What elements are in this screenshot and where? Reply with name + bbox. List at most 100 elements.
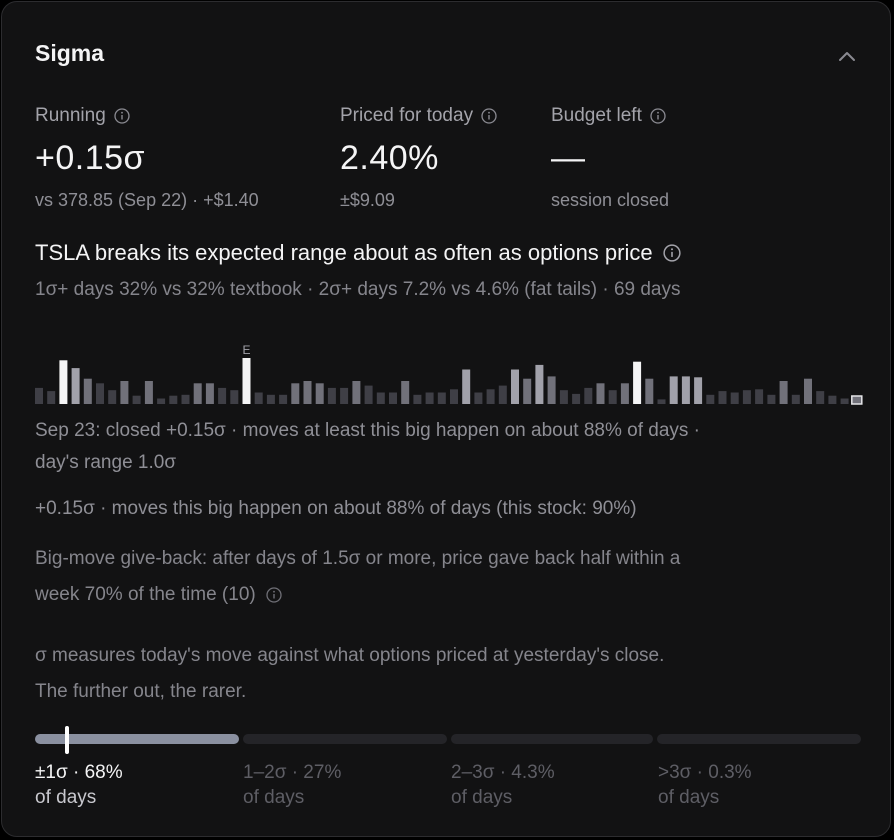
day-bar[interactable] — [645, 378, 654, 404]
day-bar[interactable] — [620, 383, 629, 404]
band-track-1sigma — [35, 734, 239, 744]
day-bar[interactable] — [327, 387, 336, 404]
day-bar[interactable] — [401, 381, 410, 404]
day-bar[interactable] — [633, 361, 642, 404]
stat-priced-sub: ±$9.09 — [340, 190, 395, 210]
day-bar[interactable] — [462, 369, 471, 405]
day-bar[interactable] — [96, 383, 104, 404]
day-bar[interactable] — [205, 383, 214, 404]
day-bar[interactable] — [535, 364, 544, 404]
stat-priced: Priced for today 2.40% ±$9.09 — [340, 104, 497, 211]
day-bar[interactable] — [83, 378, 92, 404]
current-sigma-marker — [65, 726, 69, 754]
explainer: σ measures today's move against what opt… — [35, 638, 855, 710]
day-bar[interactable] — [596, 383, 605, 404]
day-bar[interactable] — [730, 392, 739, 405]
day-bar[interactable] — [144, 381, 153, 404]
day-bar[interactable] — [779, 381, 788, 404]
day-bar[interactable] — [352, 381, 361, 404]
day-bar[interactable] — [254, 392, 263, 405]
band-unit: of days — [451, 787, 513, 808]
info-icon[interactable] — [114, 108, 130, 124]
headline-text: TSLA breaks its expected range about as … — [35, 240, 653, 265]
day-bar[interactable] — [498, 385, 507, 404]
day-bar[interactable] — [59, 360, 68, 404]
day-bar[interactable] — [608, 390, 617, 404]
day-bar[interactable] — [816, 391, 825, 404]
day-bar[interactable] — [71, 368, 80, 404]
day-bar[interactable] — [242, 358, 251, 404]
day-bar[interactable] — [511, 369, 519, 405]
day-bar[interactable] — [681, 376, 690, 404]
day-bar[interactable] — [523, 378, 532, 404]
stat-priced-value: 2.40% — [340, 139, 439, 177]
info-icon[interactable] — [650, 108, 666, 124]
day-bar[interactable] — [486, 389, 495, 404]
day-bar[interactable] — [132, 395, 141, 404]
day-bar[interactable] — [547, 376, 556, 404]
explainer-line2: The further out, the rarer. — [35, 681, 247, 702]
day-bar[interactable] — [425, 392, 434, 405]
stat-running: Running +0.15σ vs 378.85 (Sep 22) · +$1.… — [35, 104, 259, 211]
info-icon[interactable] — [266, 587, 282, 603]
band-track-3sigma — [451, 734, 653, 744]
day-bar[interactable] — [657, 399, 666, 404]
day-bar[interactable] — [559, 390, 568, 404]
card-title: Sigma — [35, 40, 105, 66]
band-unit: of days — [35, 787, 97, 808]
band-range: ±1σ · 68% — [35, 762, 123, 783]
day-bar[interactable] — [218, 387, 227, 404]
giveback: Big-move give-back: after days of 1.5σ o… — [35, 541, 855, 613]
day-bar[interactable] — [47, 391, 56, 404]
today-bar[interactable] — [851, 395, 863, 405]
band-unit: of days — [658, 787, 720, 808]
day-bar[interactable] — [230, 390, 239, 404]
move-frequency: +0.15σ · moves this big happen on about … — [35, 498, 637, 519]
day-bar[interactable] — [694, 377, 703, 404]
day-bar[interactable] — [340, 387, 349, 404]
day-bar[interactable] — [157, 398, 166, 405]
day-bar[interactable] — [767, 394, 776, 404]
day-bar[interactable] — [169, 395, 178, 404]
info-icon[interactable] — [663, 244, 681, 262]
band-unit: of days — [243, 787, 305, 808]
day-bar[interactable] — [840, 398, 849, 405]
day-bar[interactable] — [315, 383, 324, 404]
day-bar[interactable] — [35, 387, 43, 404]
day-bar[interactable] — [755, 389, 764, 404]
day-bar[interactable] — [376, 392, 385, 405]
day-bar[interactable] — [791, 394, 800, 404]
daily-move-bar-chart: E — [35, 343, 863, 405]
day-detail: Sep 23: closed +0.15σ · moves at least t… — [35, 415, 855, 479]
band-range: 1–2σ · 27% — [243, 762, 342, 783]
day-bar[interactable] — [193, 383, 202, 404]
day-bar[interactable] — [804, 378, 812, 404]
day-bar[interactable] — [742, 390, 751, 404]
day-bar[interactable] — [279, 394, 288, 404]
day-bar[interactable] — [413, 394, 422, 404]
stat-running-label: Running — [35, 105, 106, 126]
day-bar[interactable] — [706, 394, 715, 404]
day-bar[interactable] — [303, 381, 312, 404]
stat-running-sub: vs 378.85 (Sep 22) · +$1.40 — [35, 190, 259, 210]
day-bar[interactable] — [108, 390, 117, 404]
day-bar[interactable] — [669, 376, 678, 404]
info-icon[interactable] — [481, 108, 497, 124]
giveback-line2: week 70% of the time (10) — [35, 584, 256, 605]
band-label-3sigma: 2–3σ · 4.3% of days — [451, 760, 555, 810]
day-bar[interactable] — [266, 394, 275, 404]
day-bar[interactable] — [718, 391, 727, 404]
day-bar[interactable] — [450, 389, 458, 404]
day-bar[interactable] — [291, 383, 300, 404]
day-bar[interactable] — [828, 395, 837, 404]
day-bar[interactable] — [181, 394, 190, 404]
day-bar[interactable] — [364, 385, 373, 404]
day-bar[interactable] — [389, 392, 397, 405]
day-bar[interactable] — [437, 392, 446, 405]
day-bar[interactable] — [584, 387, 593, 404]
day-bar[interactable] — [572, 393, 581, 404]
chevron-up-icon[interactable] — [836, 46, 858, 68]
day-bar[interactable] — [474, 392, 483, 405]
day-bar[interactable] — [120, 381, 129, 404]
